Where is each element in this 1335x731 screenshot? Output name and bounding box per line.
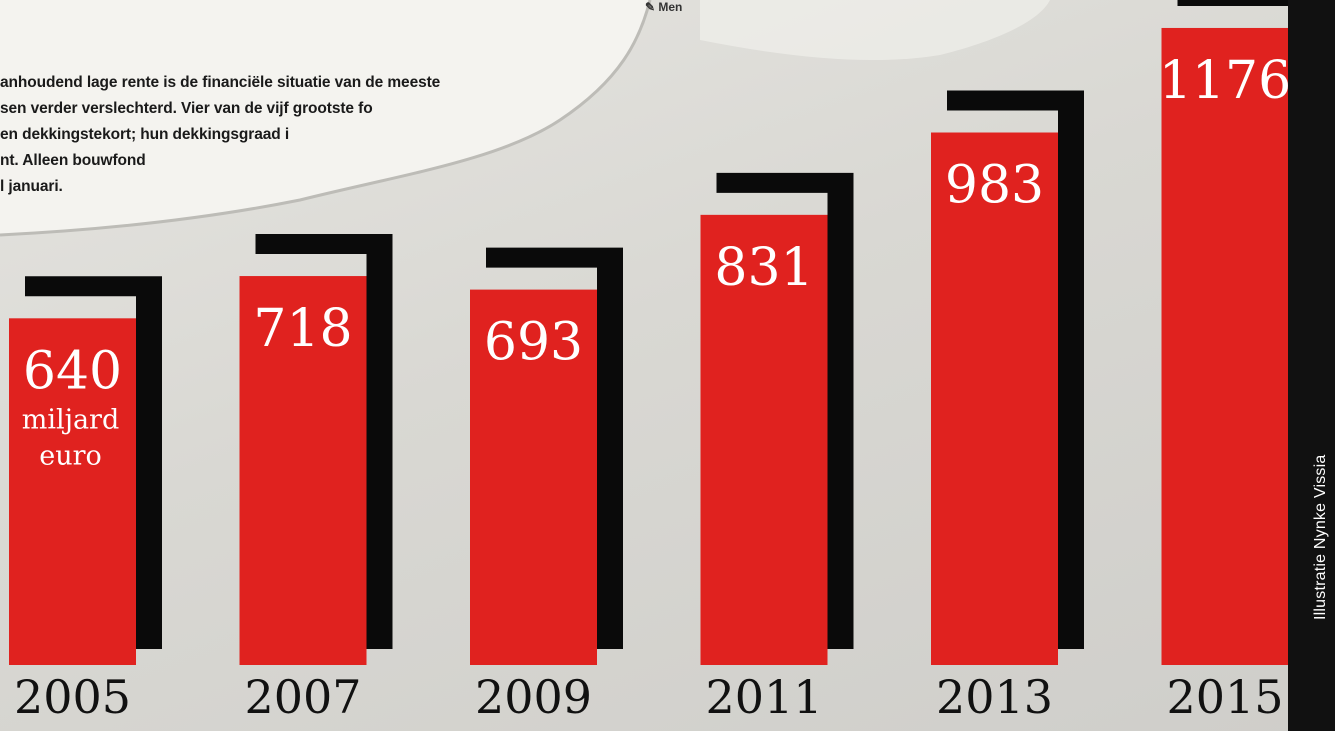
year-label-2005: 2005 bbox=[14, 670, 131, 724]
bar-2011 bbox=[700, 214, 828, 666]
value-label-2005: 640 bbox=[23, 341, 122, 401]
bar-2007 bbox=[239, 276, 367, 665]
bar-shadow-2013 bbox=[947, 90, 1084, 649]
bar-2013 bbox=[931, 132, 1058, 665]
year-label-2015: 2015 bbox=[1166, 670, 1283, 724]
value-label-2011: 831 bbox=[714, 238, 813, 298]
bar-shadow-2011 bbox=[716, 172, 854, 650]
value-label-2015: 1176 bbox=[1159, 51, 1291, 111]
credit-strip: Illustratie Nynke Vissia bbox=[1288, 0, 1335, 731]
bar-2015 bbox=[1161, 27, 1289, 665]
snippet-line: l januari. bbox=[0, 178, 63, 195]
unit-label-line: miljard bbox=[22, 404, 120, 435]
bar-shadow-2005 bbox=[25, 276, 162, 649]
value-label-2007: 718 bbox=[253, 299, 352, 359]
bar-shadow-2009 bbox=[486, 247, 623, 649]
snippet-line: en dekkingstekort; hun dekkingsgraad i bbox=[0, 126, 290, 143]
menu-fragment: ✎ Men bbox=[645, 0, 683, 14]
year-label-2013: 2013 bbox=[936, 670, 1053, 724]
bar-2005 bbox=[9, 318, 136, 665]
pencil-icon: ✎ bbox=[645, 0, 659, 14]
year-label-2009: 2009 bbox=[475, 670, 592, 724]
year-label-2011: 2011 bbox=[705, 670, 822, 724]
value-label-2009: 693 bbox=[484, 313, 583, 373]
snippet-line: anhoudend lage rente is de financiële si… bbox=[0, 74, 441, 91]
year-label-2007: 2007 bbox=[244, 670, 361, 724]
snippet-line: nt. Alleen bouwfond bbox=[0, 152, 146, 169]
snippet-line: sen verder verslechterd. Vier van de vij… bbox=[0, 100, 373, 117]
illustrator-credit: Illustratie Nynke Vissia bbox=[1312, 454, 1329, 620]
unit-label-line: euro bbox=[39, 440, 102, 471]
value-label-2013: 983 bbox=[945, 156, 1044, 216]
bar-2009 bbox=[470, 289, 597, 665]
bar-shadow-2007 bbox=[255, 234, 393, 650]
article-snippet: anhoudend lage rente is de financiële si… bbox=[0, 70, 640, 200]
